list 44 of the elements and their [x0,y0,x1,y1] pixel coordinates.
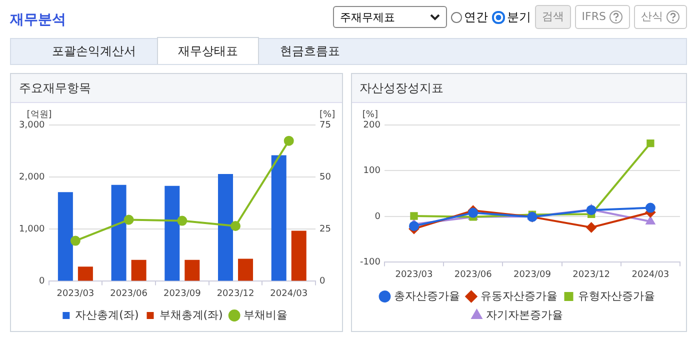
y-tick-label: 0 [374,212,380,222]
text: 재무상태표 [157,37,259,64]
x-tick-label: 2023/12 [572,270,610,280]
x-tick-label: 2023/09 [513,270,551,280]
text: 연간 [462,8,488,26]
x-tick-label: 2023/03 [56,288,94,299]
y-tick-label: 200 [362,120,380,130]
text: 산식 [634,5,687,29]
chart-title: 자산성장성지표 [352,74,686,103]
y-axis-title: [%] [362,110,378,120]
text: 주재무제표 [340,10,395,24]
text: 분기 [506,8,531,26]
text: IFRS [574,5,630,29]
y-tick-label: 3,000 [19,120,46,130]
x-tick-label: 2024/03 [631,270,669,280]
legend-label: 유동자산증가율 [480,289,557,302]
y2-tick-label: 0 [320,276,326,287]
y-tick-label: 100 [362,166,380,176]
x-tick-label: 2023/12 [216,288,254,299]
y2-tick-label: 75 [320,120,331,130]
x-tick-label: 2023/06 [110,288,148,299]
legend-label: 유형자산증가율 [577,289,654,302]
y2-tick-label: 50 [320,172,332,182]
y-axis-title: [억원] [26,110,52,120]
text: 현금흐름표 [279,43,341,60]
text: 재무분석 [10,11,67,29]
x-tick-label: 2023/09 [163,288,202,299]
y-tick-label: 1,000 [19,224,46,234]
legend-label: 자기자본증가율 [485,308,562,322]
y2-axis-title: [%] [320,110,336,120]
chart-title: 주요재무항목 [11,74,342,103]
y-tick-label: -100 [360,258,380,268]
y2-tick-label: 25 [320,224,331,234]
y-tick-label: 2,000 [19,172,46,182]
legend-label: 자산총계(좌) [75,308,139,322]
y-tick-label: 0 [39,276,46,287]
x-tick-label: 2024/03 [270,288,308,299]
text: 검색 [534,5,571,29]
text: 포괄손익계산서 [51,43,137,60]
x-tick-label: 2023/06 [454,270,492,280]
legend-label: 총자산증가율 [393,289,460,302]
x-tick-label: 2023/03 [394,270,432,280]
legend-label: 부채비율 [243,308,288,322]
legend-label: 부채총계(좌) [159,308,223,322]
